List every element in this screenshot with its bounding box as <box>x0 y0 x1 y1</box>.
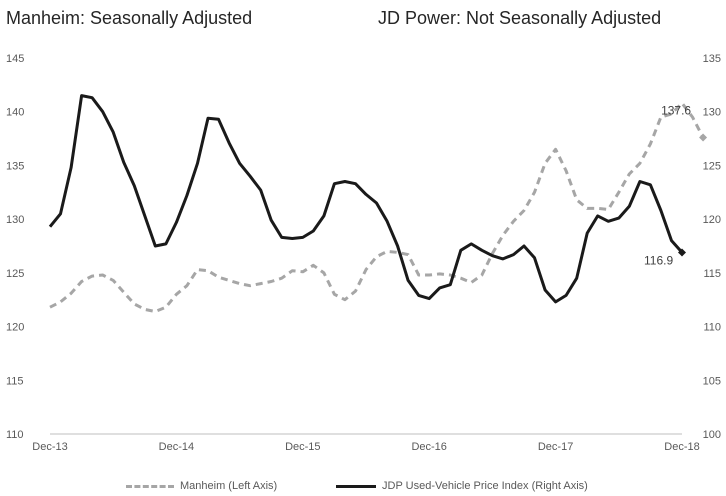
y-right-tick-label: 105 <box>703 375 721 387</box>
y-right-tick-label: 120 <box>703 214 721 226</box>
y-left-tick-label: 135 <box>6 160 24 172</box>
series-line-jdp <box>48 94 684 304</box>
chart-title-right: JD Power: Not Seasonally Adjusted <box>378 8 662 28</box>
series-line-manheim <box>49 101 705 313</box>
y-right-tick-label: 130 <box>703 107 721 119</box>
y-left-tick-label: 110 <box>6 429 24 441</box>
y-left-tick-label: 120 <box>6 322 24 334</box>
legend-item-manheim: Manheim (Left Axis) <box>126 480 277 492</box>
y-left-tick-label: 130 <box>6 214 24 226</box>
y-right-tick-label: 110 <box>703 322 721 334</box>
legend-swatch-solid <box>336 484 376 488</box>
x-tick-label: Dec-17 <box>538 441 573 453</box>
chart-legend: Manheim (Left Axis) JDP Used-Vehicle Pri… <box>0 480 726 496</box>
x-tick-label: Dec-14 <box>159 441 194 453</box>
y-right-tick-label: 115 <box>703 268 721 280</box>
x-tick-label: Dec-15 <box>285 441 320 453</box>
data-label-jdp-end: 116.9 <box>644 253 673 267</box>
data-label-manheim-end: 137.6 <box>661 103 691 117</box>
x-tick-label: Dec-13 <box>32 441 67 453</box>
end-point-marker <box>678 248 686 257</box>
x-tick-label: Dec-16 <box>411 441 446 453</box>
y-left-tick-label: 145 <box>6 53 24 65</box>
y-left-tick-label: 115 <box>6 375 24 387</box>
legend-swatch-dashed <box>126 484 174 488</box>
y-left-tick-label: 140 <box>6 107 24 119</box>
legend-label-jdp: JDP Used-Vehicle Price Index (Right Axis… <box>382 480 588 492</box>
legend-item-jdp: JDP Used-Vehicle Price Index (Right Axis… <box>336 480 588 492</box>
legend-label-manheim: Manheim (Left Axis) <box>180 480 278 492</box>
y-right-tick-label: 125 <box>703 160 721 172</box>
y-right-tick-label: 135 <box>703 53 721 65</box>
line-chart: Dec-13 Dec-14 Dec-15 Dec-16 Dec-17 Dec-18 110 1… <box>6 53 721 453</box>
chart-title-left: Manheim: Seasonally Adjusted <box>6 8 253 28</box>
y-right-tick-label: 100 <box>703 429 721 441</box>
end-point-marker <box>699 133 708 142</box>
x-tick-label: Dec-18 <box>664 441 699 453</box>
y-left-tick-label: 125 <box>6 268 24 280</box>
